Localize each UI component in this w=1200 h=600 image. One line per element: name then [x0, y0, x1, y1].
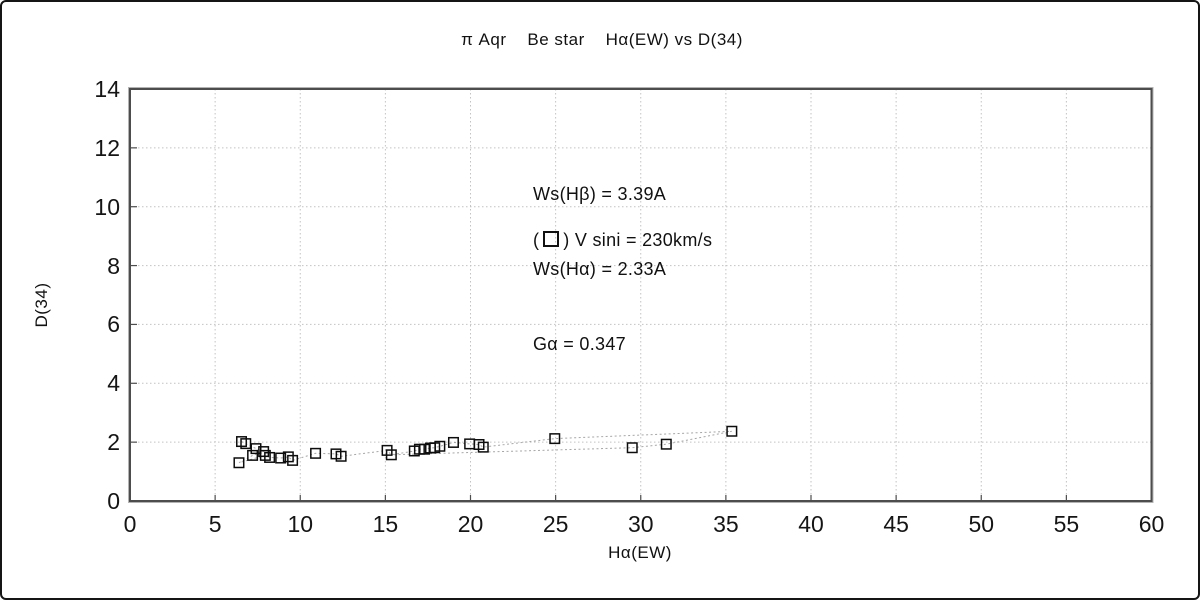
y-tick-label: 12 [94, 134, 120, 161]
data-point-marker [287, 454, 299, 466]
data-point-marker [233, 457, 245, 469]
x-tick-label: 15 [372, 511, 399, 537]
data-point-marker [385, 449, 397, 461]
open-square-marker-icon [543, 231, 560, 247]
annotation-block: Ws(Hβ) = 3.39A Ws(Hα) = 2.33A Gα = 0.347 [533, 132, 666, 407]
x-tick-label: 30 [627, 511, 654, 537]
x-tick-label: 35 [713, 511, 739, 537]
x-tick-label: 20 [457, 511, 484, 537]
y-tick-label: 14 [94, 76, 120, 102]
x-tick-label: 55 [1053, 511, 1080, 537]
x-tick-label: 45 [883, 511, 909, 537]
data-point-marker [250, 443, 262, 455]
y-tick-label: 6 [107, 311, 120, 338]
data-point-marker [264, 451, 276, 463]
data-point-marker [258, 446, 270, 458]
x-tick-label: 25 [542, 511, 569, 537]
x-tick-label: 50 [968, 511, 995, 537]
y-tick-label: 8 [107, 252, 120, 279]
legend-label: ) V sini = 230km/s [563, 230, 713, 250]
data-point-marker [335, 450, 347, 462]
data-point-marker [549, 433, 561, 445]
x-tick-label: 5 [208, 511, 222, 537]
y-tick-label: 10 [94, 193, 120, 220]
data-point-marker [310, 447, 322, 459]
annotation-line-galpha: Gα = 0.347 [533, 334, 626, 354]
legend: ( ) V sini = 230km/s [533, 230, 712, 251]
data-point-marker [275, 452, 287, 464]
x-axis-title: Hα(EW) [608, 543, 672, 562]
x-tick-label: 10 [287, 511, 314, 537]
data-point-marker [247, 449, 259, 461]
x-tick-label: 40 [798, 511, 824, 537]
chart-title: π Aqr Be star Hα(EW) vs D(34) [461, 30, 743, 49]
x-tick-label: 60 [1138, 511, 1165, 537]
data-point-marker [726, 425, 738, 437]
legend-open-paren: ( [533, 230, 540, 250]
y-axis-title: D(34) [32, 282, 51, 328]
annotation-line-ws-hbeta: Ws(Hβ) = 3.39A [533, 184, 667, 204]
data-point-marker [434, 440, 446, 452]
plot-frame-shadow [128, 87, 1154, 503]
annotation-line-ws-halpha: Ws(Hα) = 2.33A [533, 259, 667, 279]
x-tick-label: 0 [123, 511, 137, 537]
y-tick-label: 0 [107, 488, 120, 514]
data-point-marker [477, 441, 489, 453]
data-point-marker [447, 436, 459, 448]
y-tick-label: 2 [107, 429, 120, 456]
data-point-marker [626, 442, 638, 454]
y-tick-label: 4 [107, 370, 120, 397]
data-point-marker [660, 438, 672, 450]
